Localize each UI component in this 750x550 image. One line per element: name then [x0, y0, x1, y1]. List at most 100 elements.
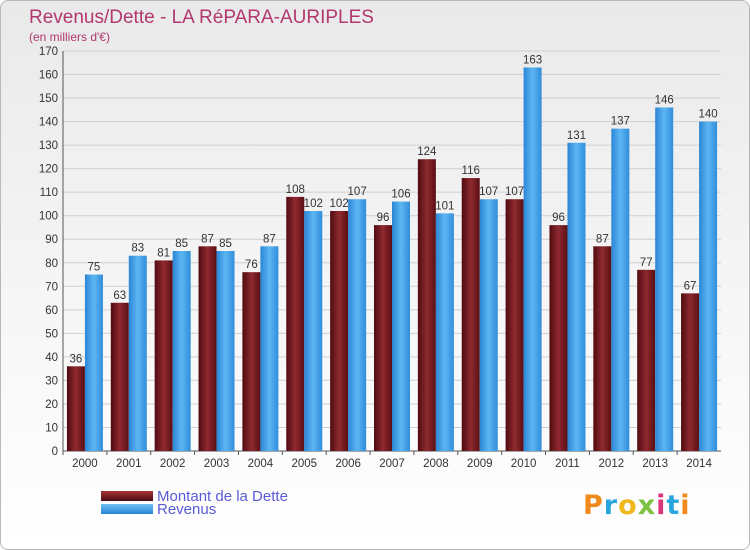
- legend-label-revenus: Revenus: [157, 500, 217, 518]
- x-tick-label: 2000: [72, 458, 98, 470]
- legend-label-dette: Montant de la Dette: [157, 487, 288, 505]
- x-tick-label: 2004: [248, 458, 274, 470]
- y-tick-label: 140: [39, 117, 58, 129]
- y-tick-label: 20: [45, 399, 58, 411]
- bar-revenus: [523, 67, 542, 452]
- x-tick-label: 2008: [423, 458, 449, 470]
- bar-dette: [681, 293, 700, 451]
- y-tick-label: 90: [45, 234, 58, 246]
- y-tick-label: 80: [45, 258, 58, 270]
- bar-revenus: [699, 121, 718, 452]
- y-tick-label: 160: [39, 70, 58, 82]
- bar-dette: [242, 272, 261, 451]
- legend-swatch-dette: [101, 491, 153, 501]
- bar-dette: [330, 211, 349, 451]
- data-label-dette: 108: [286, 184, 305, 196]
- data-label-revenus: 137: [611, 116, 630, 128]
- data-label-dette: 77: [640, 257, 653, 269]
- data-label-revenus: 146: [655, 94, 674, 106]
- bar-dette: [637, 269, 656, 451]
- y-tick-label: 120: [39, 164, 58, 176]
- x-tick-label: 2012: [599, 458, 625, 470]
- bar-revenus: [172, 251, 191, 451]
- y-tick-label: 40: [45, 352, 58, 364]
- bar-revenus: [216, 251, 235, 451]
- bar-dette: [198, 246, 217, 451]
- bar-revenus: [348, 199, 367, 451]
- x-tick-label: 2002: [160, 458, 186, 470]
- data-label-dette: 102: [330, 198, 349, 210]
- data-label-dette: 81: [157, 247, 170, 259]
- y-tick-label: 150: [39, 93, 58, 105]
- legend-swatch-revenus: [101, 504, 153, 514]
- y-tick-label: 30: [45, 375, 58, 387]
- bar-dette: [66, 366, 85, 451]
- data-label-revenus: 107: [348, 186, 367, 198]
- x-tick-label: 2011: [555, 458, 580, 470]
- y-tick-label: 110: [40, 187, 58, 199]
- x-tick-label: 2010: [511, 458, 537, 470]
- data-label-dette: 116: [462, 165, 480, 177]
- data-label-dette: 67: [684, 280, 697, 292]
- logo-letter: o: [618, 490, 638, 521]
- legend-item-revenus: Revenus: [101, 500, 217, 518]
- logo-letter: t: [666, 490, 681, 521]
- data-label-revenus: 163: [523, 54, 542, 66]
- bar-revenus: [611, 128, 630, 451]
- bar-dette: [154, 260, 173, 451]
- bar-dette: [286, 196, 305, 451]
- logo-letter: i: [656, 490, 667, 521]
- bar-dette: [549, 225, 568, 451]
- bar-revenus: [392, 201, 410, 451]
- x-tick-label: 2006: [335, 458, 361, 470]
- data-label-revenus: 107: [479, 186, 498, 198]
- logo-letter: r: [603, 490, 619, 521]
- y-tick-label: 10: [45, 422, 58, 434]
- bar-dette: [461, 178, 480, 451]
- y-tick-label: 170: [39, 46, 58, 58]
- bar-dette: [505, 199, 524, 451]
- y-tick-label: 0: [52, 446, 58, 458]
- y-tick-label: 100: [39, 211, 58, 223]
- proxiti-logo: Proxiti: [583, 490, 691, 521]
- data-label-dette: 124: [417, 146, 437, 158]
- logo-letter: x: [637, 490, 657, 521]
- legend-item-dette: Montant de la Dette: [101, 487, 288, 505]
- data-label-revenus: 87: [263, 233, 276, 245]
- logo-letter: i: [680, 490, 691, 521]
- chart-title: Revenus/Dette - LA RéPARA-AURIPLES: [29, 7, 374, 28]
- bar-revenus: [435, 213, 454, 451]
- bar-dette: [593, 246, 612, 451]
- x-tick-label: 2009: [467, 458, 493, 470]
- y-tick-label: 60: [45, 305, 58, 317]
- x-tick-label: 2005: [291, 458, 317, 470]
- data-label-dette: 76: [245, 259, 258, 271]
- data-label-dette: 87: [201, 233, 214, 245]
- bar-dette: [110, 302, 129, 451]
- bar-revenus: [304, 211, 323, 451]
- data-label-revenus: 85: [219, 238, 232, 250]
- data-label-revenus: 140: [698, 109, 717, 121]
- bar-dette: [417, 159, 436, 451]
- x-tick-label: 2013: [642, 458, 668, 470]
- bar-revenus: [128, 255, 147, 451]
- x-tick-label: 2014: [686, 458, 712, 470]
- x-tick-label: 2007: [379, 458, 405, 470]
- y-tick-label: 130: [39, 140, 58, 152]
- data-label-revenus: 106: [391, 189, 410, 201]
- logo-letter: P: [583, 490, 604, 521]
- data-label-revenus: 101: [435, 200, 454, 212]
- data-label-revenus: 85: [175, 238, 188, 250]
- bar-revenus: [479, 199, 498, 451]
- data-label-dette: 36: [70, 353, 83, 365]
- data-label-dette: 107: [505, 186, 524, 198]
- bar-revenus: [655, 107, 674, 452]
- x-tick-label: 2003: [204, 458, 230, 470]
- data-label-dette: 96: [552, 212, 565, 224]
- bar-revenus: [84, 274, 103, 451]
- data-label-revenus: 131: [567, 130, 586, 142]
- y-tick-label: 70: [45, 281, 58, 293]
- data-label-dette: 87: [596, 233, 609, 245]
